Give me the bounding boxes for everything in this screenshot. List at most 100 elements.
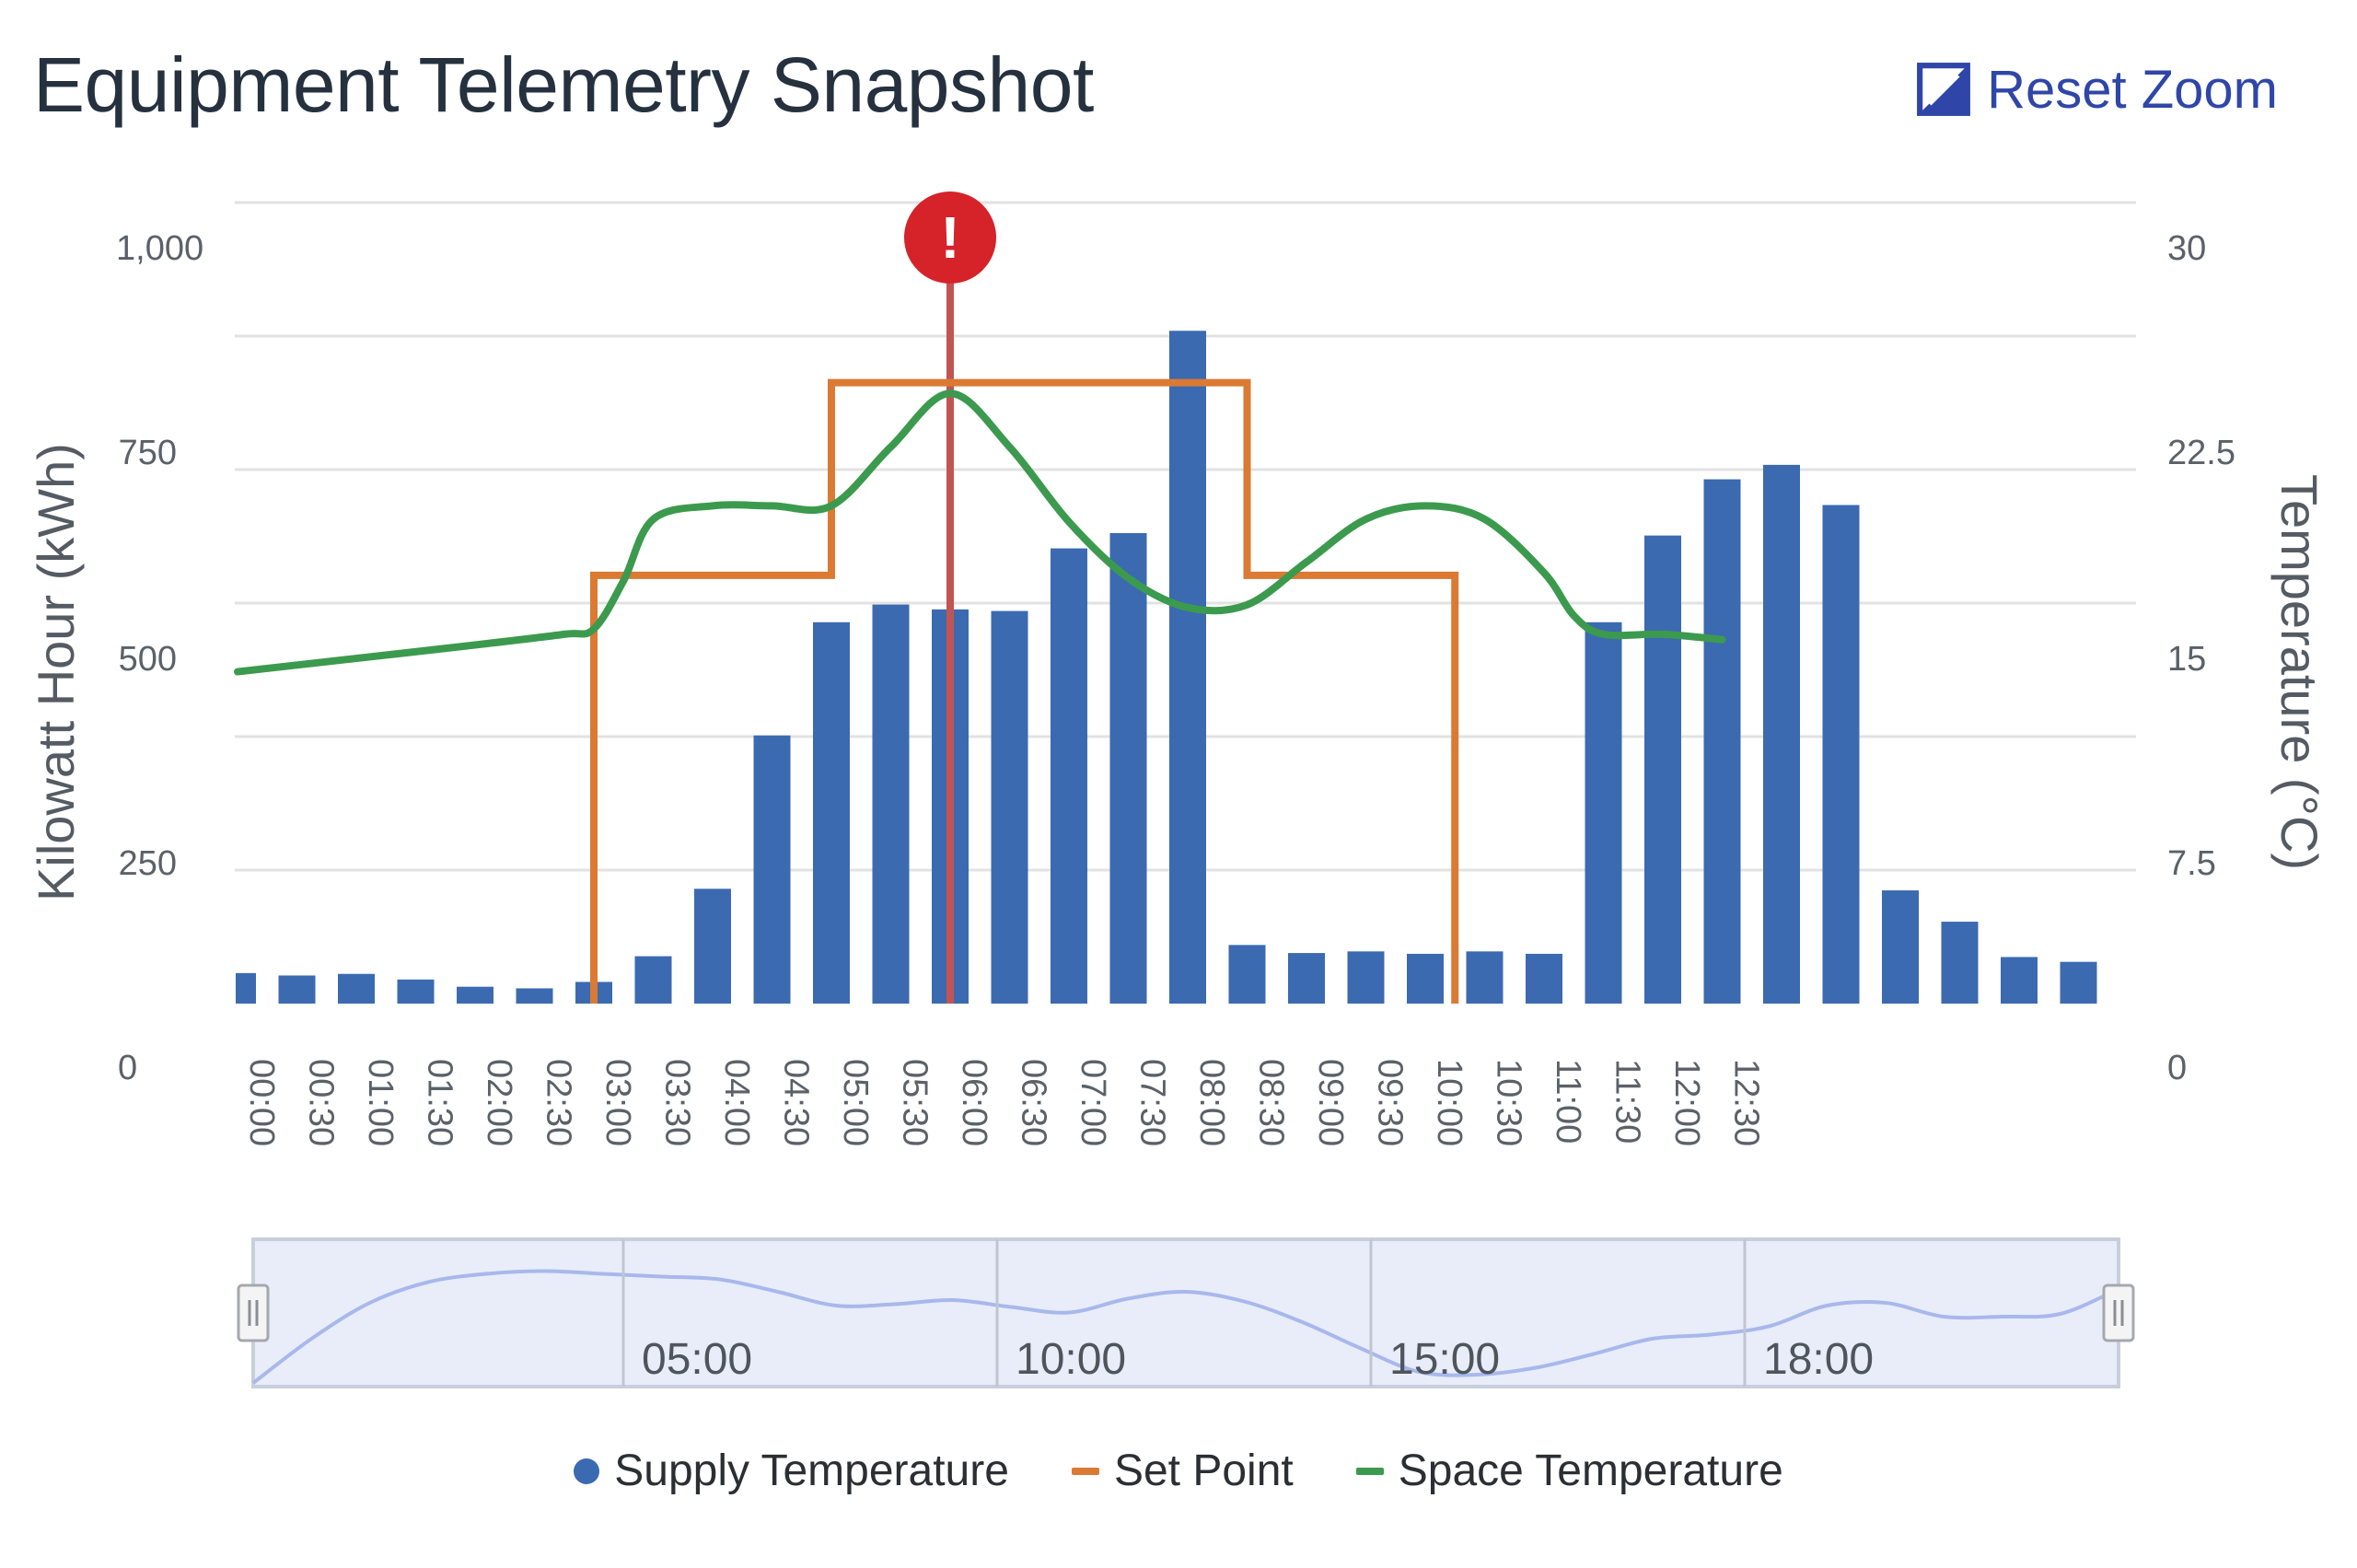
x-tick-label: 02:00 xyxy=(480,1059,518,1146)
bar-15:30 xyxy=(2060,961,2097,1004)
x-tick-label: 10:30 xyxy=(1490,1059,1528,1146)
reset-zoom-label: Reset Zoom xyxy=(1987,59,2278,120)
bar-15:00 xyxy=(2001,957,2038,1004)
y-axis-left-title: Kilowatt Hour (kWh) xyxy=(27,443,85,901)
x-tick-label: 01:00 xyxy=(361,1059,400,1146)
x-tick-label: 04:30 xyxy=(777,1059,816,1146)
bar-00:30 xyxy=(278,975,316,1004)
legend-item-supply-temperature[interactable]: Supply Temperature xyxy=(574,1446,1009,1496)
x-tick-label: 06:00 xyxy=(955,1059,993,1146)
bar-06:30 xyxy=(991,610,1028,1004)
bar-02:00 xyxy=(457,986,493,1004)
bar-01:00 xyxy=(338,973,375,1004)
y-right-tick-label: 30 xyxy=(2167,229,2206,268)
legend-item-space-temperature[interactable]: Space Temperature xyxy=(1355,1446,1783,1496)
x-tick-label: 02:30 xyxy=(540,1059,578,1146)
bar-10:30 xyxy=(1466,951,1504,1004)
range-navigator[interactable]: 05:00 10:00 15:00 18:00 xyxy=(237,1237,2135,1388)
y-left-tick-label: 750 xyxy=(119,434,177,472)
drag-handle-icon xyxy=(2102,1283,2135,1342)
alert-icon xyxy=(904,192,996,284)
x-tick-label: 04:00 xyxy=(717,1059,756,1146)
y-left-tick-label: 500 xyxy=(119,640,177,679)
navigator-tick-label: 05:00 xyxy=(642,1335,752,1384)
navigator-handle-right[interactable] xyxy=(2102,1283,2135,1342)
alert-icon-glyph: ! xyxy=(940,204,959,271)
legend-label: Set Point xyxy=(1113,1446,1294,1495)
set-point-line xyxy=(590,378,1459,1004)
x-tick-label: 12:00 xyxy=(1667,1059,1706,1146)
navigator-tick-label: 15:00 xyxy=(1389,1335,1500,1384)
bar-03:30 xyxy=(634,956,672,1004)
bar-08:00 xyxy=(1169,331,1206,1004)
bar-04:30 xyxy=(753,735,791,1004)
bar-05:00 xyxy=(813,621,850,1004)
navigator-tick-label: 10:00 xyxy=(1016,1335,1126,1384)
x-tick-label: 07:30 xyxy=(1133,1059,1172,1146)
bar-05:30 xyxy=(872,604,910,1004)
bar-09:30 xyxy=(1347,951,1385,1004)
alert-marker-line xyxy=(946,267,954,1004)
y-right-tick-label: 15 xyxy=(2167,640,2206,679)
bar-12:30 xyxy=(1703,479,1741,1004)
x-tick-label: 01:30 xyxy=(421,1059,459,1146)
navigator-tick-label: 18:00 xyxy=(1763,1335,1874,1384)
bar-07:30 xyxy=(1109,533,1147,1004)
bar-01:30 xyxy=(397,979,435,1004)
bar-02:30 xyxy=(516,988,553,1004)
zoom-reset-icon xyxy=(1917,63,1971,116)
legend-dot-icon xyxy=(574,1458,600,1484)
bar-08:30 xyxy=(1228,945,1266,1004)
x-tick-label: 00:30 xyxy=(302,1059,341,1146)
y-left-tick-label: 1,000 xyxy=(116,229,203,268)
bar-14:00 xyxy=(1882,890,1919,1004)
x-tick-label: 05:30 xyxy=(896,1059,935,1146)
x-tick-label: 12:30 xyxy=(1727,1059,1766,1146)
legend: Supply Temperature Set Point Space Tempe… xyxy=(0,1446,2357,1496)
y-axis-right: 0 7.5 15 22.5 30 xyxy=(2167,229,2235,1087)
y-axis-left: 0 250 500 750 1,000 xyxy=(116,229,203,1087)
x-tick-label: 09:00 xyxy=(1311,1059,1350,1146)
legend-label: Space Temperature xyxy=(1398,1446,1783,1495)
drag-handle-icon xyxy=(237,1283,270,1342)
bar-09:00 xyxy=(1288,953,1325,1004)
legend-line-icon xyxy=(1355,1467,1384,1475)
y-left-tick-label: 250 xyxy=(119,844,177,883)
x-tick-label: 08:00 xyxy=(1192,1059,1231,1146)
navigator-handle-left[interactable] xyxy=(237,1283,270,1342)
x-tick-label: 11:00 xyxy=(1549,1059,1587,1144)
reset-zoom-button[interactable]: Reset Zoom xyxy=(1915,57,2278,122)
y-left-tick-label: 0 xyxy=(118,1049,137,1087)
alert-marker-layer: ! xyxy=(904,192,996,1004)
x-tick-label: 10:00 xyxy=(1430,1059,1469,1146)
bar-11:30 xyxy=(1585,621,1622,1004)
x-tick-label: 06:30 xyxy=(1015,1059,1053,1146)
x-tick-label: 05:00 xyxy=(836,1059,875,1146)
y-right-tick-label: 0 xyxy=(2167,1049,2187,1087)
legend-line-icon xyxy=(1071,1467,1099,1475)
line-series xyxy=(234,378,1726,1004)
bar-10:00 xyxy=(1407,953,1444,1004)
x-tick-label: 09:30 xyxy=(1371,1059,1410,1146)
bar-12:00 xyxy=(1644,535,1681,1004)
x-tick-label: 00:00 xyxy=(242,1059,281,1146)
x-tick-label: 11:30 xyxy=(1608,1059,1647,1144)
x-tick-label: 03:30 xyxy=(658,1059,697,1146)
y-axis-right-title: Temperature (°C) xyxy=(2270,474,2328,870)
y-right-tick-label: 22.5 xyxy=(2167,434,2235,472)
bar-07:00 xyxy=(1051,548,1087,1004)
x-tick-label: 07:00 xyxy=(1074,1059,1112,1146)
bar-04:00 xyxy=(694,889,731,1004)
x-tick-label: 03:00 xyxy=(598,1059,637,1146)
x-axis: 00:00 00:30 01:00 01:30 02:00 02:30 03:00 03:30… xyxy=(242,1059,1766,1146)
space-temperature-line xyxy=(234,389,1726,676)
chart-title: Equipment Telemetry Snapshot xyxy=(33,41,1094,128)
navigator-series-line xyxy=(251,1269,2119,1385)
bar-14:30 xyxy=(1941,922,1979,1004)
bar-13:30 xyxy=(1822,505,1860,1004)
bar-series xyxy=(236,331,2097,1004)
x-tick-label: 08:30 xyxy=(1252,1059,1291,1146)
bar-11:00 xyxy=(1526,953,1562,1004)
legend-item-set-point[interactable]: Set Point xyxy=(1071,1446,1294,1496)
legend-label: Supply Temperature xyxy=(614,1446,1009,1495)
